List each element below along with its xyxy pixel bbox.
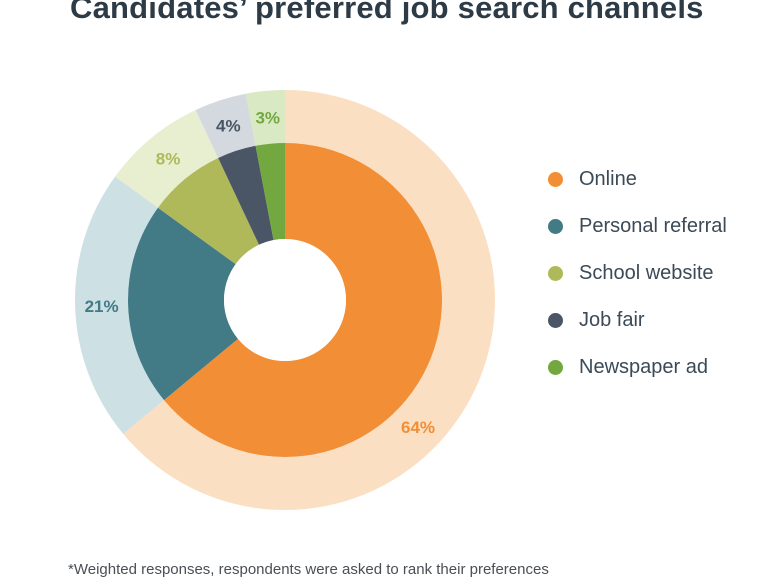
slice-job-fair bbox=[218, 145, 274, 245]
legend-dot-newspaper-ad bbox=[548, 360, 563, 375]
legend-item-personal-referral: Personal referral bbox=[548, 203, 727, 250]
legend-dot-personal-referral bbox=[548, 219, 563, 234]
legend-dot-school-website bbox=[548, 266, 563, 281]
slice-online bbox=[164, 143, 442, 457]
outer-ring-school-website bbox=[115, 109, 219, 208]
outer-ring-job-fair bbox=[195, 93, 256, 158]
data-label-personal-referral: 21% bbox=[85, 297, 119, 316]
legend-item-school-website: School website bbox=[548, 250, 727, 297]
slice-newspaper-ad bbox=[255, 143, 285, 241]
legend-label-newspaper-ad: Newspaper ad bbox=[579, 356, 708, 378]
chart-legend: Online Personal referral School website … bbox=[548, 156, 727, 391]
data-label-school-website: 8% bbox=[156, 150, 181, 169]
slice-school-website bbox=[157, 157, 260, 265]
data-label-job-fair: 4% bbox=[216, 116, 241, 135]
outer-ring-newspaper-ad bbox=[245, 90, 285, 146]
legend-label-personal-referral: Personal referral bbox=[579, 215, 727, 237]
legend-item-newspaper-ad: Newspaper ad bbox=[548, 344, 727, 391]
footnote: *Weighted responses, respondents were as… bbox=[68, 561, 549, 578]
outer-ring-personal-referral bbox=[75, 176, 165, 434]
legend-label-job-fair: Job fair bbox=[579, 309, 645, 331]
legend-dot-job-fair bbox=[548, 313, 563, 328]
legend-item-job-fair: Job fair bbox=[548, 297, 727, 344]
slice-personal-referral bbox=[128, 207, 238, 401]
legend-label-school-website: School website bbox=[579, 262, 714, 284]
chart-title: Candidates’ preferred job search channel… bbox=[70, 0, 704, 25]
legend-item-online: Online bbox=[548, 156, 727, 203]
data-label-newspaper-ad: 3% bbox=[255, 108, 280, 127]
data-label-online: 64% bbox=[401, 418, 435, 437]
donut-hole bbox=[224, 239, 346, 361]
legend-dot-online bbox=[548, 172, 563, 187]
legend-label-online: Online bbox=[579, 168, 637, 190]
outer-ring-online bbox=[123, 90, 495, 511]
